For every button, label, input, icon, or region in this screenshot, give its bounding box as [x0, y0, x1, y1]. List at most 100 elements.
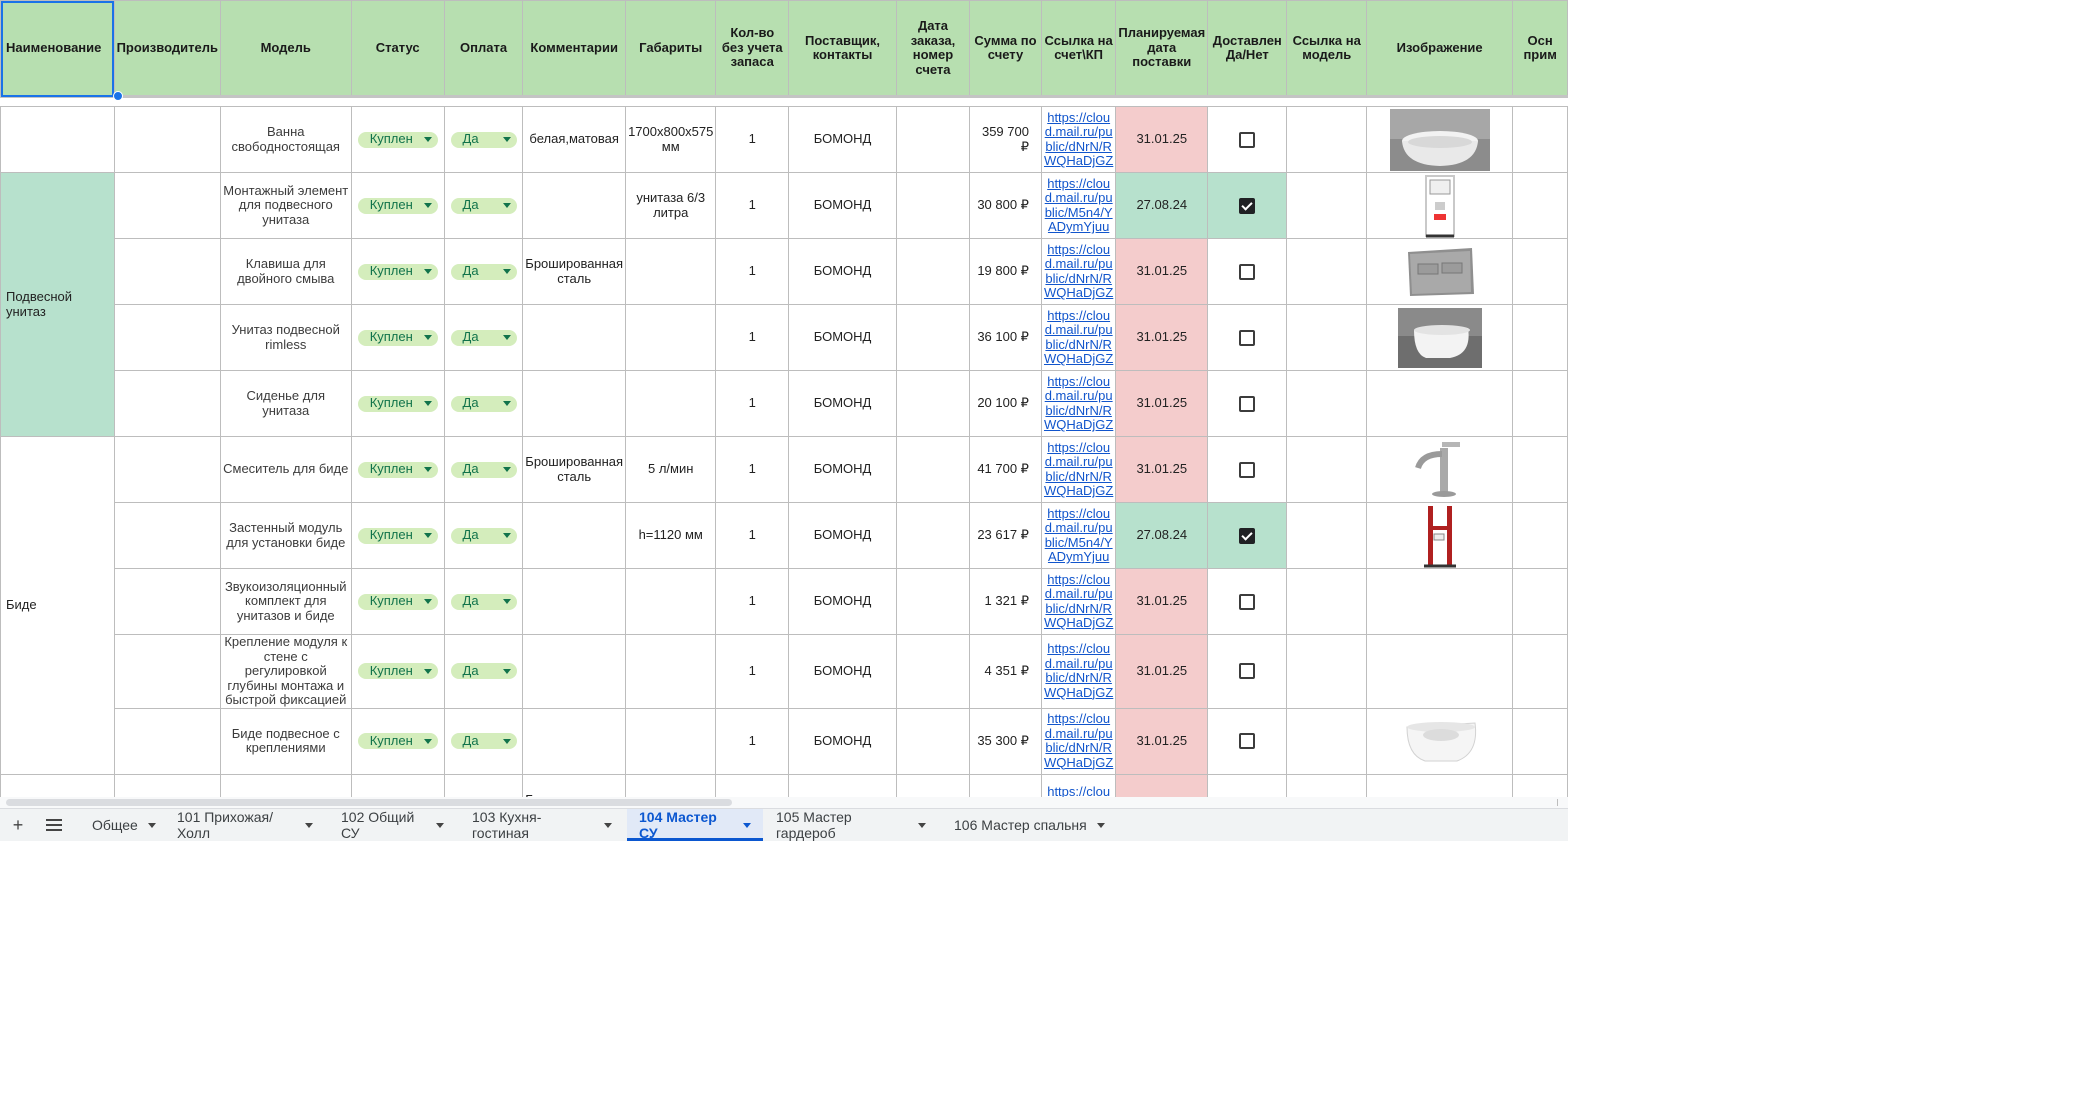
model-link-cell[interactable]: [1286, 304, 1368, 371]
delivery-date-cell[interactable]: 31.01.25: [1115, 106, 1209, 173]
delivery-date-cell[interactable]: 31.01.25: [1115, 304, 1209, 371]
order-date-cell[interactable]: [895, 568, 971, 635]
delivered-cell[interactable]: [1207, 304, 1288, 371]
checkbox-icon[interactable]: [1239, 663, 1256, 680]
dimensions-cell[interactable]: [625, 568, 717, 635]
manufacturer-cell[interactable]: [113, 304, 221, 371]
order-date-cell[interactable]: [895, 304, 971, 371]
quantity-cell[interactable]: [715, 773, 790, 797]
payment-dropdown-chip[interactable]: Да: [450, 197, 517, 214]
note-cell[interactable]: [1512, 634, 1568, 709]
invoice-link[interactable]: https://cloud.mail.ru/public/dNrN/RWQHaD…: [1043, 571, 1114, 630]
payment-dropdown-chip[interactable]: Да: [450, 329, 517, 346]
dimensions-cell[interactable]: [625, 634, 717, 709]
model-cell[interactable]: Клавиша для двойного смыва: [219, 238, 352, 305]
dimensions-cell[interactable]: [625, 773, 717, 797]
delivery-date-cell[interactable]: 27.08.24: [1115, 502, 1209, 569]
payment-cell[interactable]: Да: [443, 568, 524, 635]
model-link-cell[interactable]: [1286, 634, 1368, 709]
supplier-cell[interactable]: [788, 773, 897, 797]
chevron-down-icon[interactable]: [436, 822, 444, 828]
note-cell[interactable]: [1512, 502, 1568, 569]
quantity-cell[interactable]: 1: [715, 634, 790, 709]
comment-cell[interactable]: [522, 502, 627, 569]
sum-cell[interactable]: 4 351 ₽: [969, 634, 1042, 709]
dimensions-cell[interactable]: [625, 304, 717, 371]
menu-icon[interactable]: [38, 809, 70, 841]
status-dropdown-chip[interactable]: Куплен: [357, 263, 438, 280]
payment-dropdown-chip[interactable]: Да: [450, 131, 517, 148]
supplier-cell[interactable]: БОМОНД: [788, 370, 897, 437]
delivered-cell[interactable]: [1207, 436, 1288, 503]
status-dropdown-chip[interactable]: Куплен: [357, 663, 438, 680]
status-dropdown-chip[interactable]: Куплен: [357, 527, 438, 544]
checkbox-checked-icon[interactable]: [1239, 527, 1256, 544]
sum-cell[interactable]: 1 321 ₽: [969, 568, 1042, 635]
header-cell[interactable]: Оплата: [443, 0, 524, 97]
note-cell[interactable]: [1512, 106, 1568, 173]
status-dropdown-chip[interactable]: Куплен: [357, 461, 438, 478]
supplier-cell[interactable]: БОМОНД: [788, 707, 897, 775]
sum-cell[interactable]: 359 700 ₽: [969, 106, 1042, 173]
model-link-cell[interactable]: [1286, 502, 1368, 569]
note-cell[interactable]: [1512, 370, 1568, 437]
comment-cell[interactable]: Брошированная сталь: [522, 238, 627, 305]
invoice-link-cell[interactable]: https://cloud.mail.ru/public/dNrN/RWQHaD…: [1040, 634, 1117, 709]
model-cell[interactable]: Монтажный элемент для подвесного унитаза: [219, 172, 352, 239]
model-link-cell[interactable]: [1286, 707, 1368, 775]
order-date-cell[interactable]: [895, 634, 971, 709]
image-cell[interactable]: [1366, 106, 1514, 173]
dimensions-cell[interactable]: 5 л/мин: [625, 436, 717, 503]
manufacturer-cell[interactable]: [113, 773, 221, 797]
manufacturer-cell[interactable]: [113, 370, 221, 437]
sum-cell[interactable]: 23 617 ₽: [969, 502, 1042, 569]
checkbox-icon[interactable]: [1239, 395, 1256, 412]
payment-cell[interactable]: Да: [443, 707, 524, 775]
note-cell[interactable]: [1512, 304, 1568, 371]
header-cell[interactable]: Доставлен Да/Нет: [1207, 0, 1288, 97]
comment-cell[interactable]: [522, 370, 627, 437]
image-cell[interactable]: [1366, 634, 1514, 709]
spreadsheet-grid[interactable]: Наименование Производитель Модель Статус…: [0, 0, 1568, 797]
delivery-date-cell[interactable]: 31.01.25: [1115, 634, 1209, 709]
sum-cell[interactable]: [969, 773, 1042, 797]
supplier-cell[interactable]: БОМОНД: [788, 238, 897, 305]
category-cell[interactable]: Подвесной унитаз: [0, 172, 115, 437]
payment-cell[interactable]: Да: [443, 370, 524, 437]
invoice-link-cell[interactable]: https://cloud.mail.ru/public/dNrN/RWQHaD…: [1040, 707, 1117, 775]
freeze-divider[interactable]: [0, 95, 1568, 107]
payment-dropdown-chip[interactable]: Да: [450, 593, 517, 610]
chevron-down-icon[interactable]: [918, 822, 926, 828]
checkbox-icon[interactable]: [1239, 593, 1256, 610]
manufacturer-cell[interactable]: [113, 106, 221, 173]
dimensions-cell[interactable]: [625, 370, 717, 437]
dimensions-cell[interactable]: [625, 238, 717, 305]
supplier-cell[interactable]: БОМОНД: [788, 502, 897, 569]
model-link-cell[interactable]: [1286, 436, 1368, 503]
invoice-link-cell[interactable]: https://cloud.mail.ru/public/dNrN/RWQHaD…: [1040, 106, 1117, 173]
payment-dropdown-chip[interactable]: Да: [450, 395, 517, 412]
model-link-cell[interactable]: [1286, 106, 1368, 173]
header-cell[interactable]: Производитель: [113, 0, 221, 97]
quantity-cell[interactable]: 1: [715, 238, 790, 305]
model-cell[interactable]: Унитаз подвесной rimless: [219, 304, 352, 371]
comment-cell[interactable]: Брошированная сталь: [522, 436, 627, 503]
image-cell[interactable]: [1366, 370, 1514, 437]
scrollbar-thumb[interactable]: [6, 799, 732, 806]
chevron-down-icon[interactable]: [305, 822, 313, 828]
note-cell[interactable]: [1512, 707, 1568, 775]
chevron-down-icon[interactable]: [147, 822, 156, 828]
dimensions-cell[interactable]: [625, 707, 717, 775]
checkbox-icon[interactable]: [1239, 329, 1256, 346]
status-cell[interactable]: Куплен: [350, 106, 445, 173]
status-dropdown-chip[interactable]: Куплен: [357, 593, 438, 610]
model-cell[interactable]: Сиденье для унитаза: [219, 370, 352, 437]
status-cell[interactable]: Куплен: [350, 238, 445, 305]
invoice-link-cell[interactable]: https://cloud.mail.ru/public/dNrN/RWQHaD…: [1040, 238, 1117, 305]
note-cell[interactable]: [1512, 172, 1568, 239]
invoice-link[interactable]: https://cloud.mail.ru/public/dNrN/RWQHaD…: [1043, 109, 1114, 168]
model-cell[interactable]: Звукоизоляционный комплект для унитазов …: [219, 568, 352, 635]
dimensions-cell[interactable]: 1700x800x575 мм: [625, 106, 717, 173]
status-cell[interactable]: Куплен: [350, 304, 445, 371]
payment-cell[interactable]: [443, 773, 524, 797]
